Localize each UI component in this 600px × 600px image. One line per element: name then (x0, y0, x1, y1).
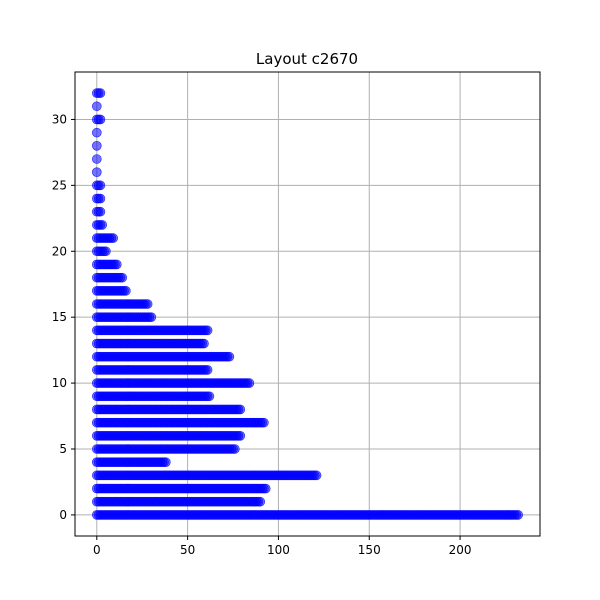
y-tick-label: 15 (52, 310, 67, 324)
data-point (311, 470, 322, 481)
data-point (95, 114, 106, 125)
data-point (92, 101, 102, 112)
data-point (101, 246, 111, 257)
data-point (142, 299, 153, 309)
data-point (235, 404, 246, 415)
data-point (202, 365, 213, 375)
x-axis-ticks: 0 50 100 150 200 (93, 536, 472, 557)
data-point (255, 496, 266, 507)
data-point (97, 220, 108, 230)
data-point (111, 259, 122, 270)
data-point (117, 272, 128, 283)
data-point (161, 457, 171, 467)
y-tick-label: 25 (52, 178, 67, 192)
data-point (95, 206, 106, 217)
data-point (92, 127, 102, 138)
y-tick-label: 10 (52, 376, 67, 390)
data-point (146, 312, 157, 322)
data-point (92, 154, 102, 164)
data-point (92, 167, 102, 177)
y-tick-label: 5 (59, 442, 67, 456)
data-point (199, 338, 209, 349)
data-point (259, 417, 269, 428)
data-point (121, 286, 131, 296)
data-point (95, 180, 106, 191)
y-axis-ticks: 0 5 10 15 20 25 30 (52, 112, 75, 522)
y-tick-label: 0 (59, 508, 67, 522)
data-point (202, 325, 213, 336)
x-tick-label: 200 (449, 543, 472, 557)
x-tick-label: 100 (267, 543, 290, 557)
data-point (235, 431, 246, 441)
data-point (260, 483, 271, 494)
data-point (95, 88, 106, 98)
x-tick-label: 0 (93, 543, 101, 557)
y-tick-label: 30 (52, 112, 67, 126)
data-point (95, 193, 106, 204)
data-point (108, 233, 118, 243)
data-point (92, 141, 102, 151)
data-point (244, 378, 255, 388)
chart-title: Layout c2670 (256, 50, 358, 68)
data-point (230, 444, 240, 454)
data-points (92, 88, 524, 520)
x-tick-label: 50 (180, 543, 195, 557)
data-point (513, 510, 524, 520)
data-point (224, 351, 235, 362)
plot-frame (74, 71, 541, 537)
x-tick-label: 150 (358, 543, 381, 557)
y-tick-label: 20 (52, 244, 67, 258)
data-point (204, 391, 215, 402)
